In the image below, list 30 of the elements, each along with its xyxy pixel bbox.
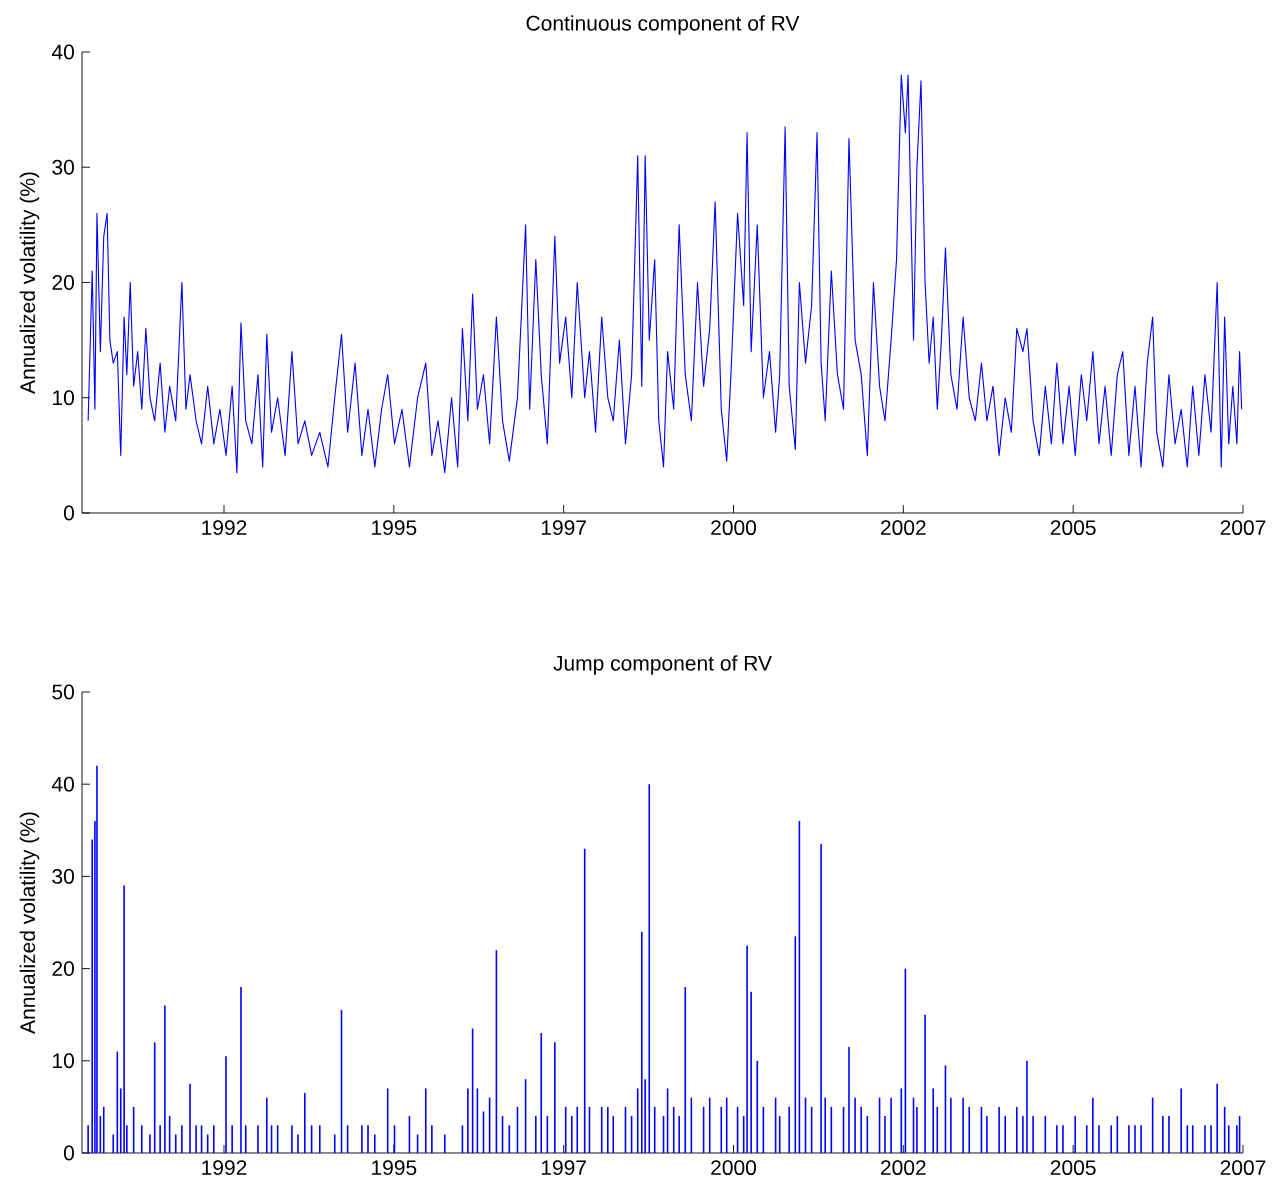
y-tick-label: 50 [52,684,74,700]
y-tick-label: 40 [51,776,74,792]
y-tick-label: 0 [63,1145,74,1161]
x-tick-label: 1995 [372,520,417,536]
x-tick-label: 1992 [202,520,247,536]
y-tick-label: 40 [51,44,74,60]
y-tick-label: 30 [52,159,74,175]
y-axis-title: Annualized volatility (%) [19,172,40,394]
x-tick-label: 2000 [711,1160,757,1176]
x-tick-label: 2000 [711,520,757,536]
x-tick-label: 2005 [1050,1160,1096,1176]
x-tick-label: 1995 [372,1160,417,1176]
y-axis-title: Annualized volatility (%) [19,812,40,1034]
chart-title: Jump component of RV [553,655,772,675]
y-tick-label: 0 [63,505,74,521]
y-tick-label: 10 [53,390,74,406]
x-tick-label: 1992 [202,1160,247,1176]
y-tick-label: 10 [53,1053,74,1069]
y-tick-label: 20 [52,275,74,290]
y-tick-label: 30 [52,868,74,884]
x-tick-label: 2007 [1220,1160,1266,1176]
x-tick-label: 2005 [1050,520,1096,536]
y-tick-label: 20 [52,961,74,977]
x-tick-label: 2002 [881,1160,926,1176]
line-series [87,74,1243,474]
x-tick-label: 2007 [1220,520,1266,536]
x-tick-label: 1997 [541,1160,586,1176]
x-tick-label: 1997 [541,520,586,536]
chart-title: Continuous component of RV [526,15,800,35]
x-tick-label: 2002 [881,520,926,536]
